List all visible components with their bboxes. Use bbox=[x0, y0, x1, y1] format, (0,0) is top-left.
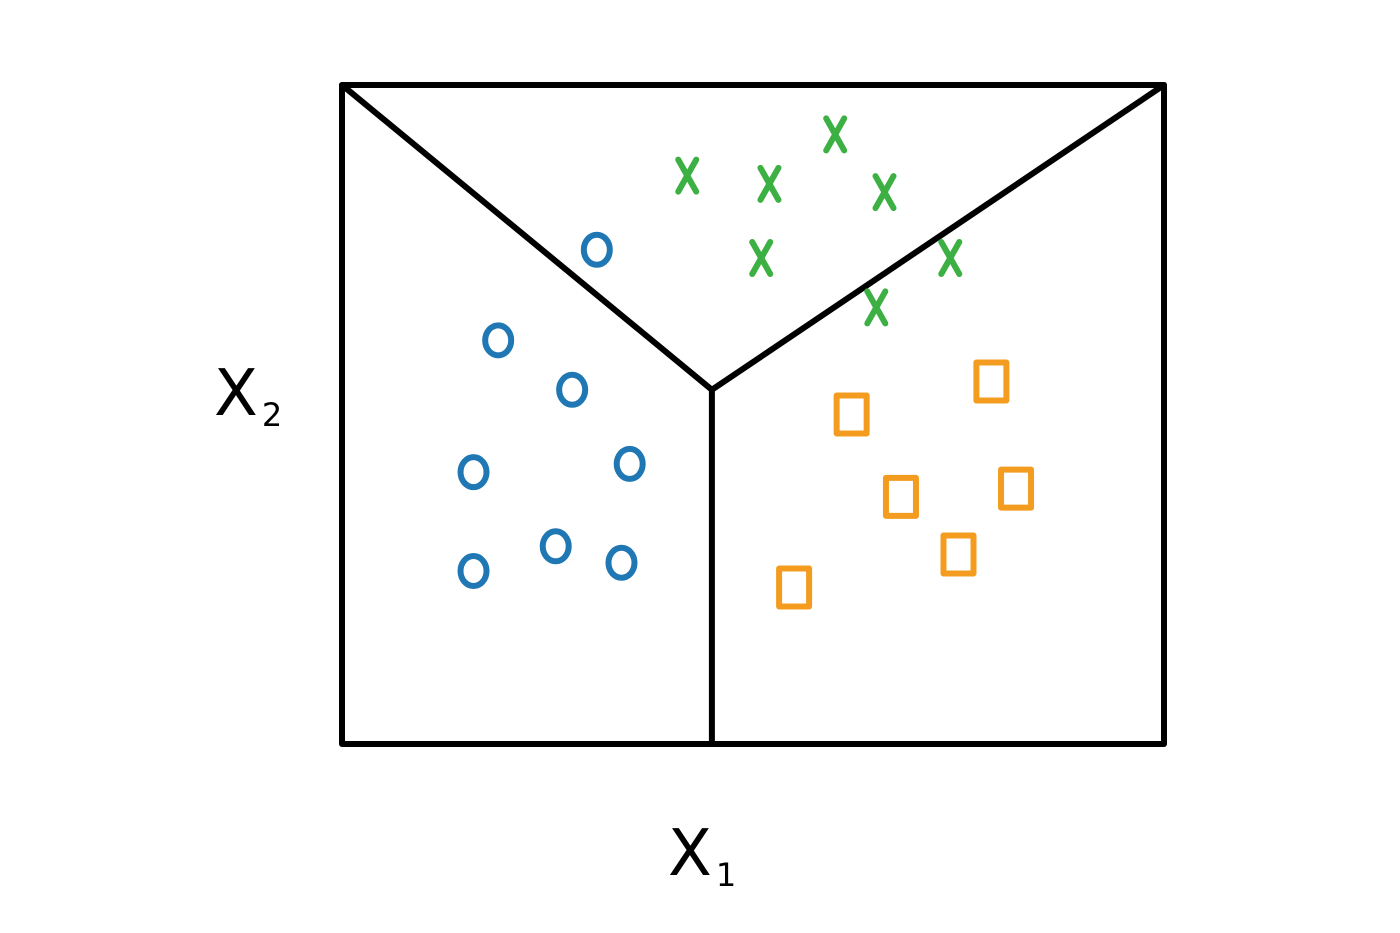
cross-point bbox=[872, 173, 897, 212]
cross-point-stroke bbox=[823, 115, 848, 154]
circle-point bbox=[580, 231, 613, 268]
data-points bbox=[457, 115, 1035, 610]
y-axis-label-subscript: 2 bbox=[261, 396, 283, 435]
circle-point bbox=[457, 553, 490, 590]
decision-boundary-line bbox=[708, 82, 1167, 393]
cross-point-stroke bbox=[749, 238, 774, 277]
y-axis-label-base: X bbox=[214, 357, 258, 431]
square-point bbox=[973, 359, 1010, 404]
cross-point-stroke bbox=[864, 288, 889, 327]
circle-point bbox=[539, 528, 572, 565]
cross-point-stroke bbox=[938, 238, 963, 277]
square-point bbox=[882, 474, 919, 519]
cross-point bbox=[864, 288, 889, 327]
plot-frame bbox=[339, 82, 1167, 747]
square-point bbox=[776, 565, 813, 610]
circle-point bbox=[482, 322, 515, 359]
cross-point-stroke bbox=[872, 173, 897, 212]
decision-boundaries bbox=[339, 82, 1167, 747]
decision-boundary-line bbox=[339, 82, 715, 393]
plot-border bbox=[339, 82, 1167, 747]
square-point bbox=[998, 466, 1035, 511]
cross-point-stroke bbox=[675, 156, 700, 195]
circle-point bbox=[556, 371, 589, 408]
circle-point bbox=[457, 454, 490, 491]
square-point bbox=[833, 392, 870, 437]
x-axis-label-base: X bbox=[668, 817, 712, 891]
x-axis-label-subscript: 1 bbox=[715, 856, 737, 895]
cross-point-stroke bbox=[757, 164, 782, 203]
circle-point bbox=[605, 544, 638, 581]
cross-point bbox=[757, 164, 782, 203]
square-point bbox=[940, 532, 977, 577]
circle-point bbox=[613, 445, 646, 482]
cross-point bbox=[675, 156, 700, 195]
cross-point bbox=[938, 238, 963, 277]
cross-point bbox=[823, 115, 848, 154]
cross-point bbox=[749, 238, 774, 277]
